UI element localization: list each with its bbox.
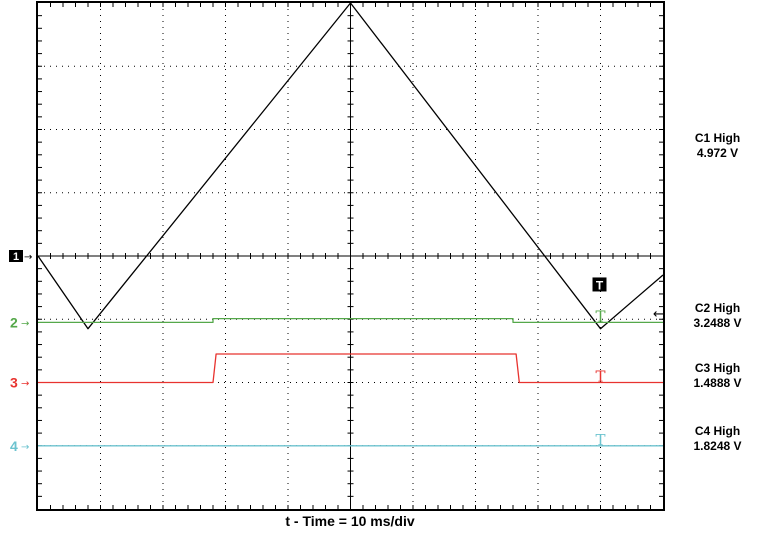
measurement-c2-label: C2 High	[694, 301, 741, 315]
channel-markers: 1 →T2 → T3 → T4 → T←	[9, 250, 664, 454]
channel-4-marker-arrow: →	[21, 442, 29, 453]
measurement-c1-value: 4.972 V	[696, 146, 739, 160]
measurement-c2: C2 High 3.2488 V	[676, 301, 759, 331]
measurement-c2-value: 3.2488 V	[693, 316, 742, 330]
trigger-level-channel-4: T	[595, 431, 605, 449]
measurement-c1: C1 High 4.972 V	[676, 131, 759, 161]
measurement-c4-label: C4 High	[694, 424, 741, 438]
traces	[37, 2, 664, 447]
channel-1-marker-label: 1	[13, 251, 19, 263]
trace-channel-1	[37, 2, 664, 330]
measurement-c4-value: 1.8248 V	[693, 439, 742, 453]
channel-1-marker-arrow: →	[24, 252, 32, 263]
channel-4-marker-label: 4	[10, 438, 18, 454]
channel-3-marker-label: 3	[10, 375, 18, 391]
channel-2-marker-arrow: →	[21, 318, 29, 329]
measurement-c3: C3 High 1.4888 V	[676, 361, 759, 391]
channel-2-marker-label: 2	[10, 314, 18, 330]
x-axis-label: t - Time = 10 ms/div	[285, 513, 415, 529]
channel-3-marker-arrow: →	[21, 379, 29, 390]
measurement-c3-value: 1.4888 V	[693, 376, 742, 390]
trace-channel-2	[38, 317, 663, 324]
trigger-marker-box	[592, 277, 607, 292]
measurement-c1-label: C1 High	[694, 131, 741, 145]
trigger-marker-label: T	[596, 278, 604, 292]
trigger-level-channel-3: T	[595, 368, 605, 386]
channel-1-marker-box	[9, 250, 23, 262]
measurement-c4: C4 High 1.8248 V	[676, 424, 759, 454]
measurement-c3-label: C3 High	[694, 361, 741, 375]
trigger-level-arrow: ←	[653, 307, 664, 322]
trace-channel-3	[38, 353, 663, 384]
trigger-level-channel-2: T	[595, 307, 605, 325]
